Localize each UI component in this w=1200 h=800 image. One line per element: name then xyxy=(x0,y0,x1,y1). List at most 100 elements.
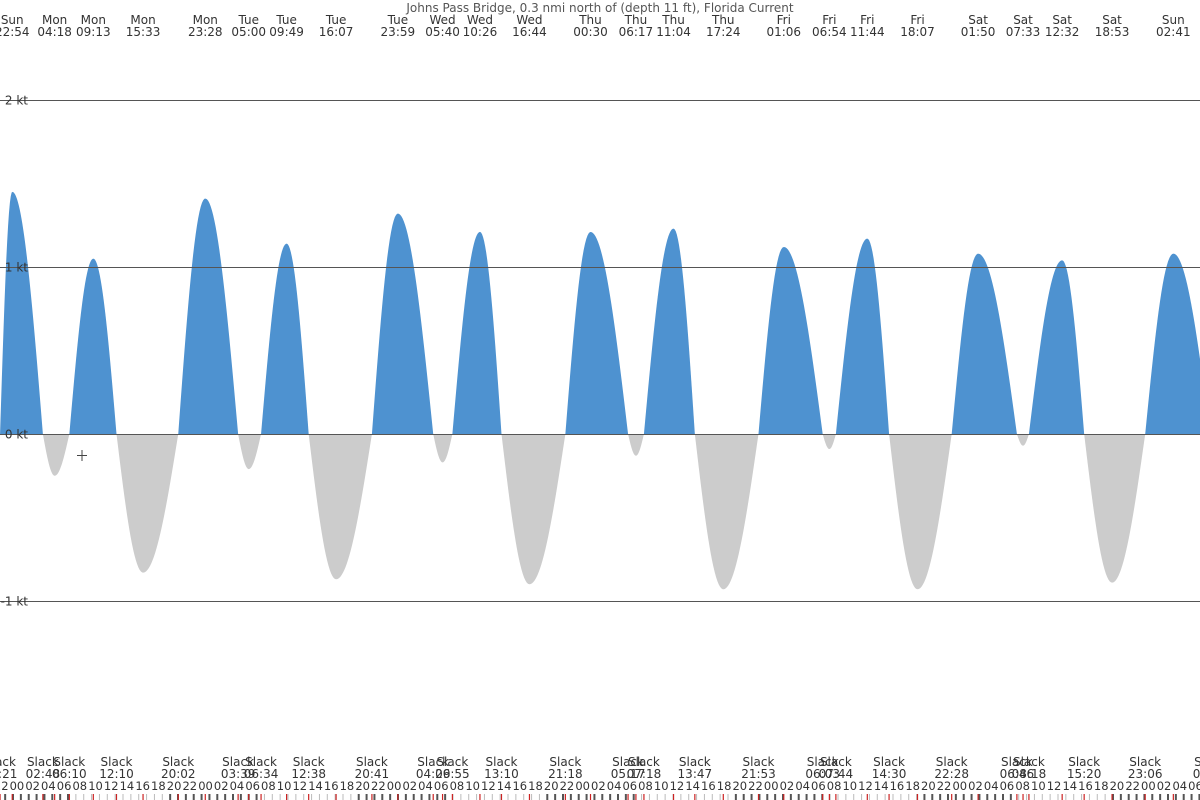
slack-time-label: 12:38 xyxy=(291,767,326,781)
hour-label: 06 xyxy=(1188,779,1200,793)
slack-time-label: 07:18 xyxy=(627,767,662,781)
slack-label: Slack xyxy=(53,755,85,769)
flood-area xyxy=(0,191,43,434)
slack-time-label: 13:47 xyxy=(678,767,713,781)
hour-label: 06 xyxy=(434,779,449,793)
slack-label: Slack xyxy=(873,755,905,769)
hour-label: 18 xyxy=(905,779,920,793)
peak-day-label: Fri xyxy=(910,13,924,27)
hour-label: 02 xyxy=(780,779,795,793)
flood-area xyxy=(1145,253,1200,434)
hour-label: 20 xyxy=(921,779,936,793)
peak-day-label: Thu xyxy=(711,13,735,27)
hour-label: 04 xyxy=(795,779,810,793)
slack-label: Slack xyxy=(1129,755,1161,769)
hour-label: 06 xyxy=(245,779,260,793)
hour-label: 18 xyxy=(151,779,166,793)
hour-label: 22 xyxy=(1125,779,1140,793)
hour-label: 00 xyxy=(387,779,402,793)
flood-area xyxy=(371,213,434,434)
slack-time-label: 06:55 xyxy=(435,767,470,781)
hour-label: 10 xyxy=(1031,779,1046,793)
slack-label: Slack xyxy=(807,755,839,769)
ebb-area xyxy=(694,434,759,590)
hour-label: 20 xyxy=(544,779,559,793)
flood-area xyxy=(261,243,309,434)
slack-label: Slack xyxy=(1001,755,1033,769)
peak-day-label: Sun xyxy=(1,13,24,27)
peak-day-label: Wed xyxy=(516,13,542,27)
hour-label: 02 xyxy=(25,779,40,793)
flood-area xyxy=(69,258,117,434)
ebb-area xyxy=(1084,434,1146,583)
hour-label: 10 xyxy=(277,779,292,793)
peak-day-label: Sat xyxy=(1013,13,1033,27)
hour-label: 16 xyxy=(890,779,905,793)
peak-day-label: Thu xyxy=(624,13,648,27)
peak-time-label: 09:49 xyxy=(269,25,304,39)
flood-area xyxy=(1028,260,1085,434)
slack-time-label: 04:29 xyxy=(416,767,451,781)
flood-area xyxy=(565,231,629,434)
peak-day-label: Wed xyxy=(467,13,493,27)
peak-time-label: 01:06 xyxy=(766,25,801,39)
ebb-area xyxy=(628,434,644,456)
hour-label: 14 xyxy=(308,779,323,793)
hour-label: 02 xyxy=(1157,779,1172,793)
y-tick-label: 0 kt xyxy=(5,428,28,442)
y-tick-label: 1 kt xyxy=(5,261,28,275)
hour-label: 18 xyxy=(340,779,355,793)
peak-day-label: Tue xyxy=(237,13,259,27)
hour-label: 04 xyxy=(1172,779,1187,793)
peak-time-label: 01:50 xyxy=(961,25,996,39)
slack-label: Slack xyxy=(356,755,388,769)
flood-area xyxy=(758,246,823,434)
slack-label: Slack xyxy=(743,755,775,769)
peak-time-label: 00:30 xyxy=(573,25,608,39)
hour-label: 14 xyxy=(685,779,700,793)
slack-time-label: 05:17 xyxy=(611,767,646,781)
y-axis-labels: 2 kt 1 kt 0 kt -1 kt xyxy=(1,94,29,609)
slack-time-label: 06:34 xyxy=(244,767,279,781)
slack-time-label: 14:30 xyxy=(872,767,907,781)
hour-label: 16 xyxy=(135,779,150,793)
flood-area xyxy=(643,228,695,434)
hour-label: 14 xyxy=(120,779,135,793)
peak-day-label: Fri xyxy=(860,13,874,27)
hour-label: 00 xyxy=(575,779,590,793)
slack-time-label: 06:46 xyxy=(1000,767,1035,781)
hour-label: 06 xyxy=(1000,779,1015,793)
hour-label: 04 xyxy=(607,779,622,793)
hour-label: 18 xyxy=(717,779,732,793)
hour-label: 22 xyxy=(0,779,9,793)
hour-label: 14 xyxy=(874,779,889,793)
hour-label: 22 xyxy=(560,779,575,793)
peak-day-label: Tue xyxy=(325,13,347,27)
hour-labels: 2200020406081012141618202200020406081012… xyxy=(0,779,1200,793)
y-tick-label: -1 kt xyxy=(1,595,29,609)
slack-time-label: 02:48 xyxy=(26,767,61,781)
hour-label: 08 xyxy=(72,779,87,793)
peak-time-label: 23:59 xyxy=(381,25,416,39)
peak-day-label: Mon xyxy=(42,13,67,27)
slack-time-label: 23:06 xyxy=(1128,767,1163,781)
peak-day-label: Fri xyxy=(822,13,836,27)
slack-time-label: 07:44 xyxy=(819,767,854,781)
hour-label: 00 xyxy=(198,779,213,793)
slack-time-label: 15:20 xyxy=(1067,767,1102,781)
hour-label: 04 xyxy=(984,779,999,793)
hour-label: 04 xyxy=(41,779,56,793)
slack-label: Slack xyxy=(101,755,133,769)
slack-label: Slack xyxy=(293,755,325,769)
hour-label: 12 xyxy=(858,779,873,793)
ebb-area xyxy=(238,434,262,470)
slack-label: Slack xyxy=(1013,755,1045,769)
peak-time-label: 12:32 xyxy=(1045,25,1080,39)
hour-label: 08 xyxy=(827,779,842,793)
peak-time-label: 16:07 xyxy=(319,25,354,39)
slack-time-label: 13:10 xyxy=(484,767,519,781)
peak-time-label: 22:54 xyxy=(0,25,30,39)
slack-label: Slack xyxy=(27,755,59,769)
peak-time-label: 17:24 xyxy=(706,25,741,39)
